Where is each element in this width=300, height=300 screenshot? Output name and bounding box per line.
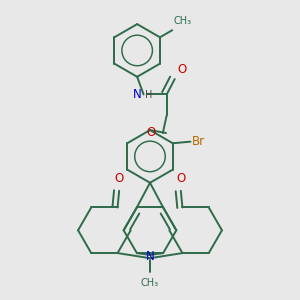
Text: H: H — [145, 90, 153, 100]
Text: CH₃: CH₃ — [141, 278, 159, 288]
Text: O: O — [177, 64, 187, 76]
Text: O: O — [176, 172, 185, 185]
Text: N: N — [133, 88, 142, 101]
Text: CH₃: CH₃ — [174, 16, 192, 26]
Text: O: O — [146, 127, 156, 140]
Text: Br: Br — [192, 135, 205, 148]
Text: O: O — [115, 172, 124, 185]
Text: N: N — [146, 250, 154, 263]
